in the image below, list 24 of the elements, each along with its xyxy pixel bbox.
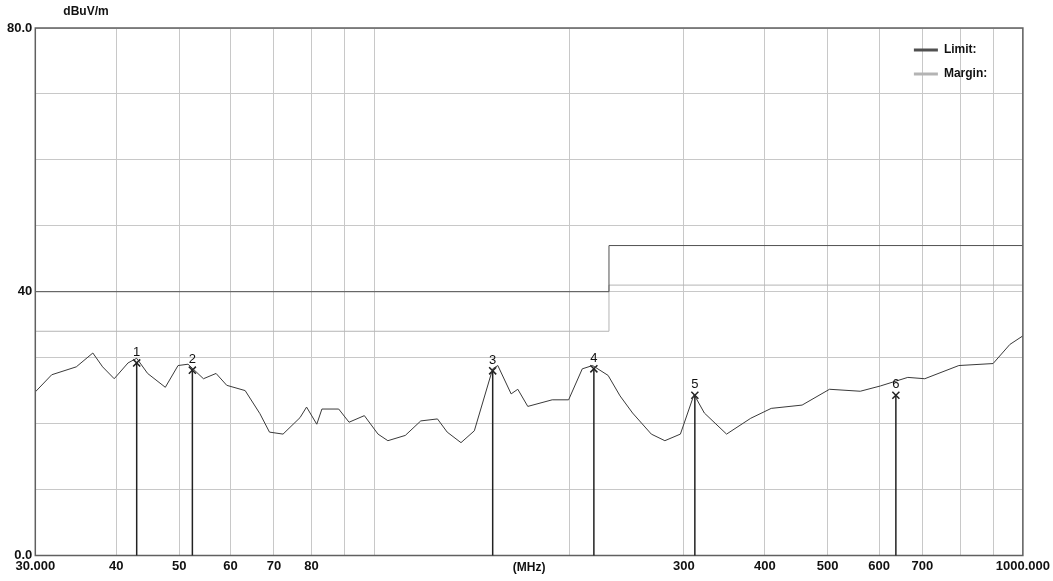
y-tick-label: 40 <box>17 283 33 299</box>
x-tick-label: 500 <box>816 557 839 573</box>
x-tick-label: 70 <box>266 557 282 573</box>
x-tick-label: 80 <box>304 557 319 573</box>
x-tick-label: 600 <box>868 557 890 573</box>
y-tick-label: 80.0 <box>6 19 33 35</box>
x-tick-label: 50 <box>171 557 187 573</box>
annotation: 5 <box>691 376 699 392</box>
annotation: 2 <box>188 351 196 367</box>
x-tick-label: 1000.000 <box>995 557 1051 573</box>
x-tick-label: 400 <box>753 557 776 573</box>
x-tick-label: 700 <box>911 557 934 573</box>
x-axis-title: (MHz) <box>512 559 546 574</box>
x-tick-label: 300 <box>672 557 695 573</box>
annotation: 1 <box>133 343 141 359</box>
y-tick-label: 0.0 <box>14 546 33 562</box>
annotation: 4 <box>590 349 598 365</box>
y-axis-title: dBuV/m <box>63 4 109 19</box>
annotation: 3 <box>489 351 497 367</box>
x-tick-label: 40 <box>109 557 124 573</box>
x-tick-label: 60 <box>223 557 238 573</box>
legend-label: Limit: <box>943 42 977 57</box>
annotation: 6 <box>892 376 900 392</box>
legend-label: Margin: <box>943 66 988 81</box>
